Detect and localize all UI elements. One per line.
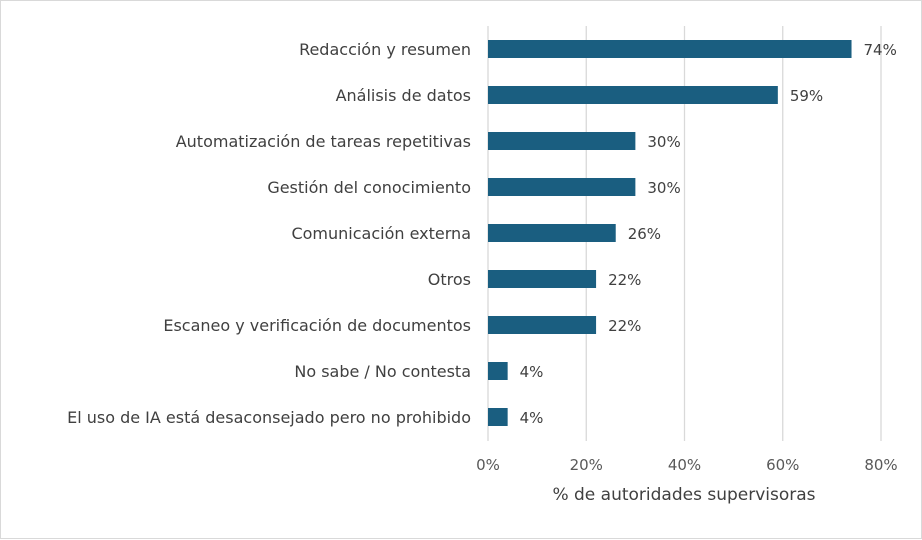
category-label: Otros <box>428 270 471 289</box>
value-label: 30% <box>647 133 680 151</box>
category-label: Análisis de datos <box>336 86 471 105</box>
category-label: No sabe / No contesta <box>294 362 471 381</box>
x-tick-label: 40% <box>668 456 701 474</box>
category-label: Comunicación externa <box>291 224 471 243</box>
value-label: 22% <box>608 271 641 289</box>
category-label: Escaneo y verificación de documentos <box>163 316 471 335</box>
value-label: 74% <box>864 41 897 59</box>
value-label: 4% <box>520 363 544 381</box>
value-label: 4% <box>520 409 544 427</box>
value-labels: 74% 59% 30% 30% 26% 22% 22% 4% 4% <box>520 41 897 427</box>
category-labels: Redacción y resumen Análisis de datos Auto… <box>67 40 471 427</box>
bar <box>488 408 508 426</box>
category-label: Automatización de tareas repetitivas <box>176 132 471 151</box>
value-label: 30% <box>647 179 680 197</box>
value-label: 59% <box>790 87 823 105</box>
bars <box>488 40 852 426</box>
x-tick-label: 20% <box>570 456 603 474</box>
bar <box>488 132 636 150</box>
bar <box>488 40 852 58</box>
x-tick-label: 0% <box>476 456 500 474</box>
category-label: Redacción y resumen <box>299 40 471 59</box>
bar <box>488 270 597 288</box>
bar <box>488 224 616 242</box>
x-axis-title: % de autoridades supervisoras <box>552 485 815 505</box>
bar <box>488 316 597 334</box>
category-label: Gestión del conocimiento <box>267 178 471 197</box>
bar <box>488 86 778 104</box>
x-tick-labels: 0% 20% 40% 60% 80% <box>476 456 898 474</box>
bar <box>488 362 508 380</box>
value-label: 22% <box>608 317 641 335</box>
bar <box>488 178 636 196</box>
x-tick-label: 80% <box>864 456 897 474</box>
x-tick-label: 60% <box>766 456 799 474</box>
value-label: 26% <box>628 225 661 243</box>
category-label: El uso de IA está desaconsejado pero no … <box>67 408 471 427</box>
